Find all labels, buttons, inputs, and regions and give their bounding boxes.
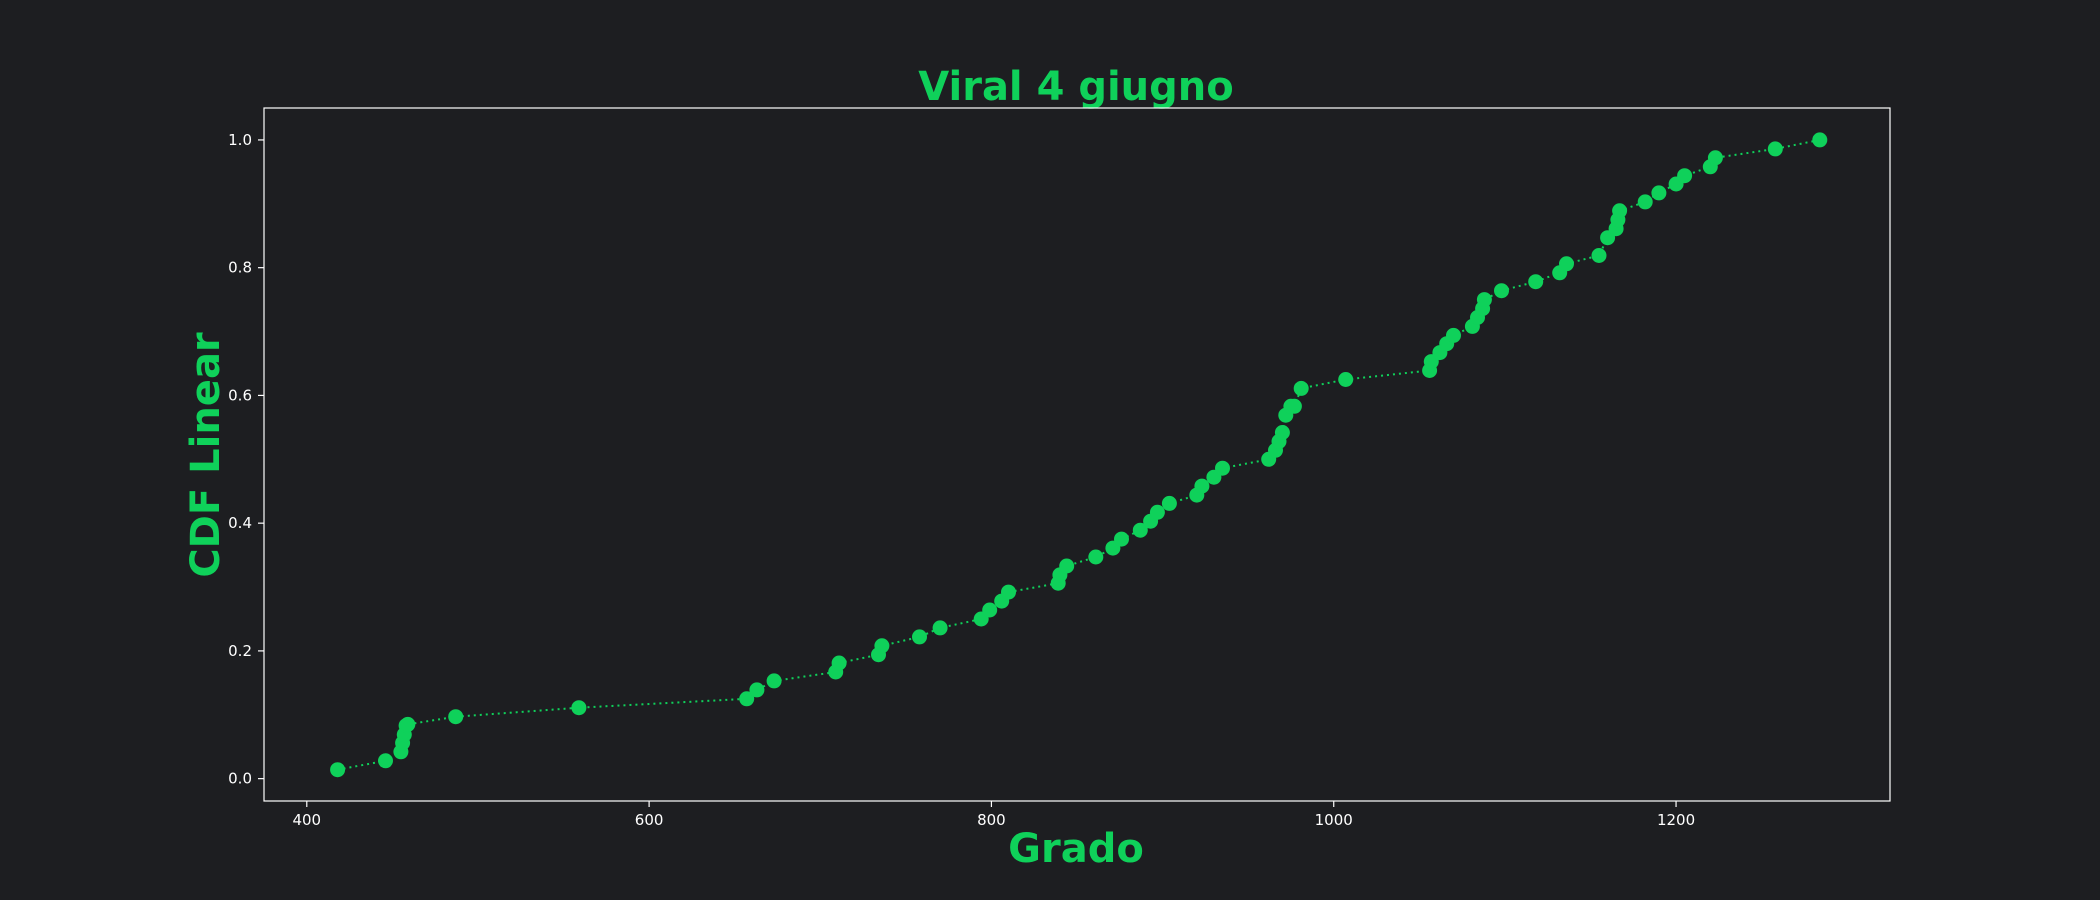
data-point <box>400 716 416 732</box>
x-tick-label: 1200 <box>1657 811 1695 829</box>
x-tick-label: 1000 <box>1315 811 1353 829</box>
y-tick-label: 0.6 <box>228 386 252 404</box>
data-point <box>1494 283 1509 299</box>
data-point <box>1338 372 1354 387</box>
data-point <box>1767 141 1783 157</box>
data-point <box>932 620 948 636</box>
data-point <box>1194 478 1210 494</box>
data-point <box>874 638 890 654</box>
y-axis: 0.0 0.2 0.4 0.6 0.8 1.0 <box>228 131 264 788</box>
data-point <box>766 673 782 689</box>
data-point <box>1637 194 1653 210</box>
y-tick-label: 0.0 <box>228 770 252 788</box>
data-point <box>1651 185 1667 201</box>
data-point <box>1559 256 1574 272</box>
data-point <box>1059 558 1075 574</box>
data-point <box>1812 132 1828 148</box>
data-point <box>571 700 587 716</box>
x-tick-label: 600 <box>635 811 664 829</box>
x-axis-label: Grado <box>1008 826 1144 872</box>
data-point <box>378 753 393 769</box>
data-point <box>739 691 755 707</box>
y-tick-label: 0.2 <box>228 642 252 660</box>
data-point <box>1088 549 1104 565</box>
data-point <box>1293 380 1309 396</box>
data-point <box>1707 150 1723 166</box>
data-point <box>330 762 346 778</box>
plot-frame <box>263 107 1891 802</box>
data-point <box>831 655 847 671</box>
x-axis: 400 600 800 1000 1200 <box>292 801 1695 829</box>
y-tick-label: 1.0 <box>228 131 252 149</box>
data-point <box>1132 522 1148 538</box>
chart-title: Viral 4 giugno <box>918 64 1234 110</box>
data-point <box>982 602 998 618</box>
data-point <box>1114 531 1129 547</box>
data-point <box>1215 460 1230 476</box>
data-point <box>912 629 927 645</box>
data-point <box>1001 584 1016 600</box>
x-tick-label: 400 <box>292 811 321 829</box>
data-point <box>448 709 464 725</box>
data-point <box>1612 203 1628 219</box>
cdf-points <box>330 132 1828 778</box>
data-point <box>749 682 765 698</box>
data-point <box>1161 495 1177 511</box>
data-point <box>1528 274 1544 290</box>
y-axis-label: CDF Linear <box>183 332 229 578</box>
data-point <box>1591 248 1607 263</box>
x-tick-label: 800 <box>977 811 1006 829</box>
data-point <box>1446 327 1461 343</box>
y-tick-label: 0.4 <box>228 514 252 532</box>
data-point <box>1286 398 1302 414</box>
data-point <box>1149 504 1165 520</box>
y-tick-label: 0.8 <box>228 259 252 277</box>
data-point <box>1274 425 1290 440</box>
data-point <box>1677 168 1693 184</box>
data-point <box>1476 292 1492 308</box>
